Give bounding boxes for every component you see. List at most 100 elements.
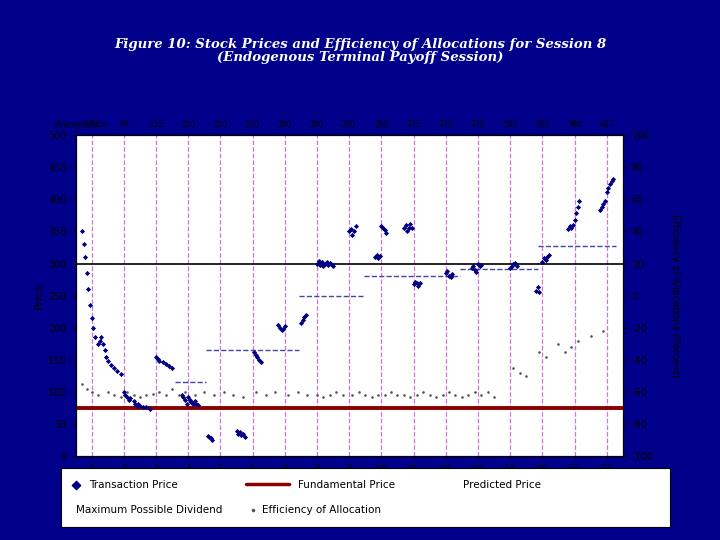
Point [411, 279, 423, 288]
Point [444, 272, 455, 280]
Text: (Endogenous Terminal Payoff Session): (Endogenous Terminal Payoff Session) [217, 51, 503, 64]
Point [277, 325, 289, 333]
Point [81, 384, 93, 393]
Point [184, 395, 196, 404]
Point [321, 258, 333, 267]
Point [553, 340, 564, 348]
Point [323, 260, 334, 269]
Point [269, 388, 281, 396]
Point [369, 253, 381, 261]
Point [514, 368, 526, 377]
Point [233, 429, 244, 438]
Point [482, 388, 493, 396]
Point [97, 340, 109, 348]
Point [475, 391, 487, 400]
Y-axis label: Price: Price [34, 282, 44, 309]
Point [153, 388, 165, 396]
Point [401, 227, 413, 235]
Point [134, 393, 145, 401]
Point [273, 320, 284, 329]
Text: 271: 271 [406, 119, 420, 129]
Point [234, 428, 246, 436]
Point [144, 404, 156, 413]
Point [488, 393, 500, 401]
Point [279, 322, 291, 331]
Point [598, 327, 609, 335]
Point [510, 262, 522, 271]
Point [228, 391, 239, 400]
Point [153, 356, 165, 365]
Point [252, 353, 264, 362]
Point [353, 388, 364, 396]
Point [157, 357, 168, 366]
Point [372, 391, 384, 400]
Point [255, 357, 266, 366]
Point [115, 393, 127, 401]
Point [431, 393, 442, 401]
Text: 250: 250 [342, 119, 356, 129]
Point [440, 269, 451, 278]
Point [109, 363, 120, 372]
Point [189, 397, 200, 406]
Point [260, 391, 271, 400]
Point [298, 313, 310, 322]
Point [400, 221, 411, 230]
Point [474, 262, 485, 271]
Point [88, 323, 99, 332]
Point [250, 350, 261, 359]
Point [509, 259, 521, 267]
Point [471, 267, 482, 276]
Point [405, 220, 416, 228]
Point [109, 391, 120, 400]
Point [118, 388, 130, 396]
Point [204, 433, 215, 441]
Text: Predicted Price: Predicted Price [463, 480, 541, 489]
Point [311, 259, 323, 268]
Point [186, 397, 197, 406]
Point [543, 251, 554, 260]
Point [179, 395, 191, 404]
Point [572, 202, 583, 211]
Point [181, 399, 192, 408]
Point [127, 397, 139, 406]
Point [569, 215, 580, 224]
Text: 130: 130 [246, 119, 260, 129]
Point [410, 278, 421, 287]
Point [424, 391, 436, 400]
Point [345, 225, 356, 233]
Point [115, 370, 127, 379]
Point [282, 391, 294, 400]
Point [120, 390, 131, 399]
Point [536, 257, 548, 266]
Point [102, 388, 114, 396]
Point [160, 391, 171, 400]
Point [540, 255, 552, 264]
Point [374, 252, 385, 261]
Point [446, 270, 458, 279]
Point [127, 391, 139, 400]
Point [202, 431, 213, 440]
Point [76, 227, 88, 235]
Text: 384: 384 [567, 119, 582, 129]
Point [508, 260, 519, 268]
Point [131, 401, 143, 410]
Point [89, 333, 101, 342]
Point [565, 343, 577, 352]
Point [192, 401, 204, 409]
Point [318, 262, 329, 271]
Point [160, 360, 171, 368]
Point [295, 318, 307, 327]
Point [150, 353, 162, 361]
Point [570, 209, 582, 218]
Point [319, 260, 330, 268]
Point [313, 256, 325, 265]
Text: Average Price: Average Price [54, 119, 107, 129]
Point [125, 394, 136, 402]
Point [350, 222, 361, 231]
Point [231, 426, 243, 435]
Point [572, 336, 583, 345]
Text: Maximum Possible Dividend: Maximum Possible Dividend [76, 505, 222, 515]
Point [315, 260, 326, 269]
Point [297, 316, 308, 325]
Point [71, 480, 82, 489]
